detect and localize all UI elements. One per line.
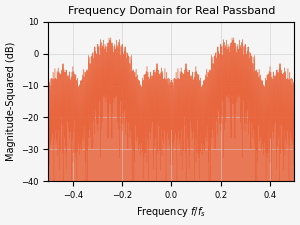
X-axis label: Frequency $f/f_s$: Frequency $f/f_s$ [136, 205, 206, 219]
Title: Frequency Domain for Real Passband: Frequency Domain for Real Passband [68, 6, 275, 16]
Y-axis label: Magnitude-Squared (dB): Magnitude-Squared (dB) [6, 42, 16, 161]
